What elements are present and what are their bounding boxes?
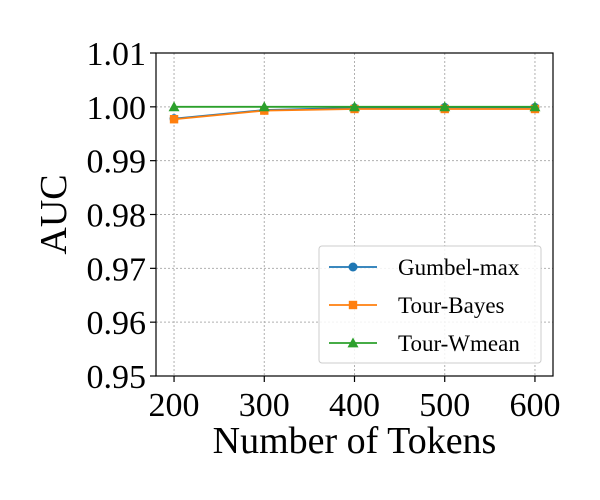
x-axis-title: Number of Tokens bbox=[213, 420, 497, 462]
legend-marker bbox=[347, 337, 359, 348]
legend-marker bbox=[348, 300, 358, 310]
x-tick-label: 200 bbox=[149, 387, 200, 424]
data-point bbox=[258, 101, 270, 112]
data-point bbox=[169, 115, 179, 124]
y-axis-ticks: 0.95 0.96 0.97 0.98 0.99 1.00 1.01 bbox=[87, 36, 156, 396]
legend: Gumbel-max Tour-Bayes Tour-Wmean bbox=[318, 245, 542, 364]
y-tick-label: 0.95 bbox=[87, 359, 147, 396]
x-tick-label: 500 bbox=[419, 387, 470, 424]
y-tick-label: 0.97 bbox=[87, 251, 147, 288]
x-tick-label: 400 bbox=[329, 387, 380, 424]
y-tick-label: 1.00 bbox=[87, 90, 147, 127]
legend-entry: Gumbel-max bbox=[329, 255, 520, 280]
legend-marker bbox=[348, 262, 358, 272]
legend-entry: Tour-Wmean bbox=[329, 331, 520, 356]
x-tick-label: 300 bbox=[239, 387, 290, 424]
legend-box bbox=[318, 245, 542, 364]
y-tick-label: 0.99 bbox=[87, 144, 147, 181]
y-axis-title: AUC bbox=[33, 174, 75, 254]
data-point bbox=[439, 101, 451, 112]
legend-label: Gumbel-max bbox=[398, 255, 520, 280]
legend-label: Tour-Bayes bbox=[398, 293, 505, 318]
data-point bbox=[168, 101, 180, 112]
series-tour-wmean bbox=[168, 101, 541, 112]
data-point bbox=[529, 101, 541, 112]
y-tick-label: 0.98 bbox=[87, 198, 147, 235]
legend-label: Tour-Wmean bbox=[398, 331, 520, 356]
x-axis-ticks: 200 300 400 500 600 bbox=[149, 376, 560, 424]
series-layer bbox=[168, 101, 541, 124]
data-point bbox=[349, 101, 360, 112]
x-tick-label: 600 bbox=[509, 387, 560, 424]
y-tick-label: 1.01 bbox=[87, 36, 147, 73]
legend-entry: Tour-Bayes bbox=[329, 293, 505, 318]
y-tick-label: 0.96 bbox=[87, 305, 147, 342]
